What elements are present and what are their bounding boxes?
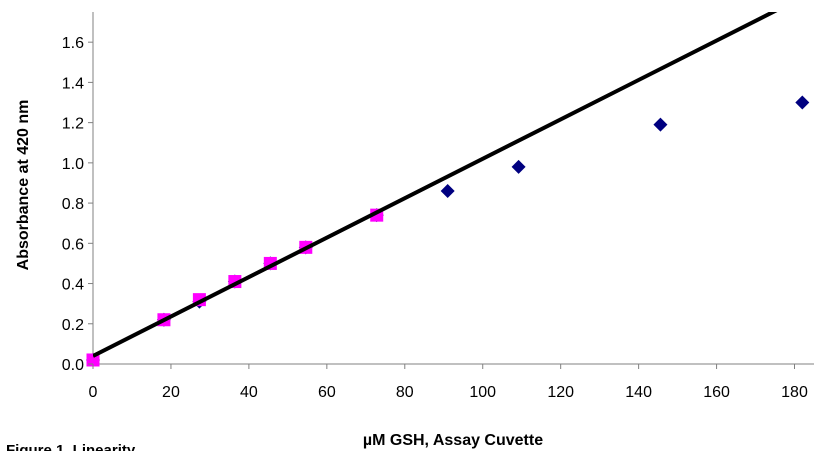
y-tick-label: 0.0 [62, 357, 84, 374]
y-axis-title: Absorbance at 420 nm [15, 100, 32, 271]
y-axis-ticks: 0.0 0.2 0.4 0.6 0.8 1.0 1.2 1.4 1.6 [62, 35, 93, 374]
linear-fit-line [93, 12, 778, 358]
x-tick-label: 100 [469, 384, 496, 401]
x-tick-label: 160 [703, 384, 730, 401]
y-tick-label: 0.2 [62, 317, 84, 334]
x-tick-label: 20 [162, 384, 180, 401]
x-tick-label: 180 [781, 384, 808, 401]
plot-area [86, 12, 814, 367]
x-tick-label: 60 [318, 384, 336, 401]
y-tick-label: 1.0 [62, 156, 84, 173]
x-tick-label: 0 [89, 384, 98, 401]
y-tick-label: 1.6 [62, 35, 84, 52]
y-tick-label: 0.4 [62, 277, 84, 294]
data-point-diamond [440, 184, 455, 199]
y-tick-label: 0.6 [62, 236, 84, 253]
x-tick-label: 80 [396, 384, 414, 401]
data-point-square [86, 353, 100, 367]
data-point-diamond [653, 117, 668, 132]
data-point-diamond [511, 159, 526, 174]
figure-caption: Figure 1. Linearity [6, 442, 136, 451]
x-tick-label: 120 [547, 384, 574, 401]
x-axis-title: µM GSH, Assay Cuvette [363, 432, 543, 449]
x-tick-label: 40 [240, 384, 258, 401]
y-tick-label: 0.8 [62, 196, 84, 213]
y-tick-label: 1.2 [62, 116, 84, 133]
y-tick-label: 1.4 [62, 75, 84, 92]
x-axis-ticks: 0 20 40 60 80 100 120 140 160 180 [89, 364, 808, 401]
data-point-diamond [795, 95, 810, 110]
x-tick-label: 140 [625, 384, 652, 401]
